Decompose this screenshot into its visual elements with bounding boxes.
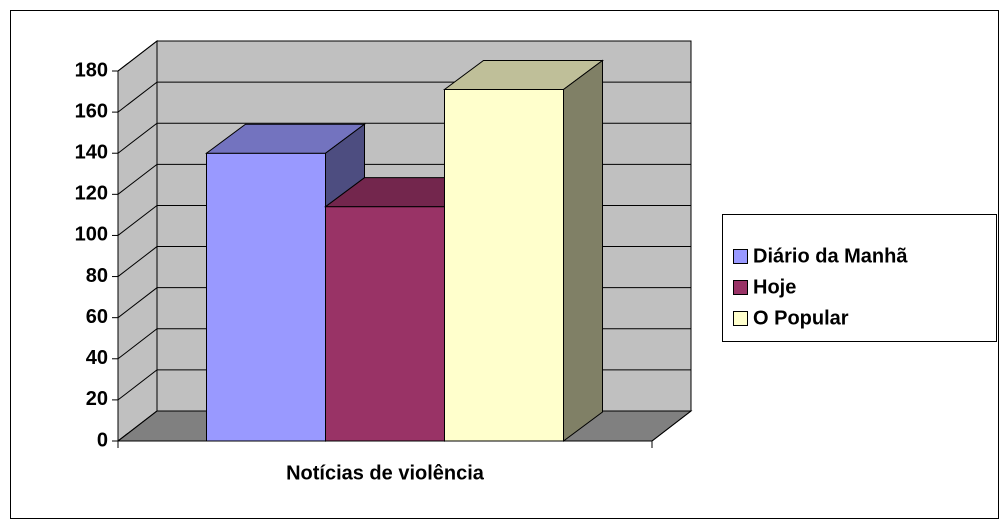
y-tick-label: 160 xyxy=(75,100,108,122)
y-tick-label: 140 xyxy=(75,142,108,164)
bar-side xyxy=(563,59,603,442)
legend xyxy=(722,214,997,342)
legend-label: Diário da Manhã xyxy=(753,245,908,267)
legend-swatch xyxy=(733,249,748,264)
y-tick-label: 100 xyxy=(75,224,108,246)
x-tick-label: Notícias de violência xyxy=(286,462,485,484)
legend-label: Hoje xyxy=(753,276,796,298)
y-tick-label: 20 xyxy=(86,388,108,410)
side-wall xyxy=(117,39,158,443)
y-tick-label: 80 xyxy=(86,265,108,287)
y-tick-label: 40 xyxy=(86,347,108,369)
legend-swatch xyxy=(733,280,748,295)
y-tick-label: 60 xyxy=(86,306,108,328)
bar xyxy=(206,152,326,442)
bar xyxy=(444,89,564,442)
y-tick-label: 180 xyxy=(75,59,108,81)
grid-line xyxy=(117,40,691,72)
x-axis-depth xyxy=(651,410,692,442)
legend-swatch xyxy=(733,311,748,326)
bar xyxy=(325,206,445,442)
y-tick-label: 120 xyxy=(75,183,108,205)
y-tick-label: 0 xyxy=(97,429,108,451)
legend-label: O Popular xyxy=(753,307,849,329)
